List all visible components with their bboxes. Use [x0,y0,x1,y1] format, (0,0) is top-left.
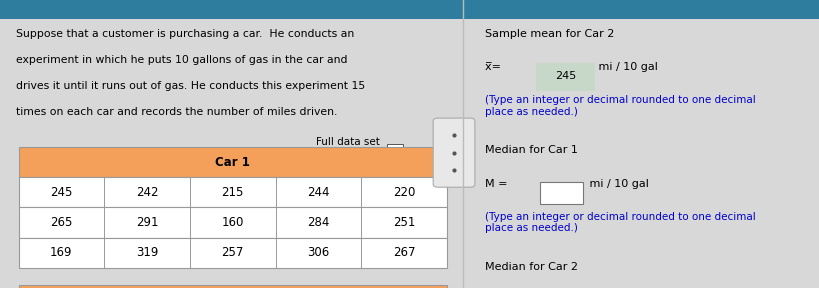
Text: 160: 160 [221,216,244,229]
FancyBboxPatch shape [536,63,595,91]
Text: 257: 257 [221,246,244,259]
Text: times on each car and records the number of miles driven.: times on each car and records the number… [16,107,337,117]
Text: Sample mean for Car 2: Sample mean for Car 2 [484,29,613,39]
Text: mi / 10 gal: mi / 10 gal [595,62,658,72]
Text: mi / 10 gal: mi / 10 gal [586,179,649,189]
Text: 251: 251 [392,216,415,229]
Text: experiment in which he puts 10 gallons of gas in the car and: experiment in which he puts 10 gallons o… [16,55,347,65]
FancyBboxPatch shape [432,118,474,187]
Text: 284: 284 [307,216,329,229]
Text: 267: 267 [392,246,415,259]
Text: 242: 242 [136,186,158,199]
Bar [19,207,446,238]
Bar [0,0,463,19]
Text: Car 1: Car 1 [215,156,250,168]
Text: drives it until it runs out of gas. He conducts this experiment 15: drives it until it runs out of gas. He c… [16,81,365,91]
Text: Median for Car 1: Median for Car 1 [484,145,577,156]
Text: M =: M = [484,179,510,189]
Text: 291: 291 [136,216,158,229]
Text: 215: 215 [221,186,244,199]
Text: Median for Car 2: Median for Car 2 [484,262,577,272]
Text: 244: 244 [307,186,329,199]
Text: 306: 306 [307,246,329,259]
Bar [387,144,403,157]
Text: 265: 265 [50,216,73,229]
Bar [540,182,582,204]
Text: 245: 245 [50,186,73,199]
Bar [19,238,446,268]
Text: (Type an integer or decimal rounded to one decimal
place as needed.): (Type an integer or decimal rounded to o… [484,212,754,233]
Text: (Type an integer or decimal rounded to one decimal
place as needed.): (Type an integer or decimal rounded to o… [484,95,754,117]
Text: 319: 319 [136,246,158,259]
Text: Suppose that a customer is purchasing a car.  He conducts an: Suppose that a customer is purchasing a … [16,29,354,39]
Bar [19,147,446,177]
Bar [19,285,446,288]
Text: x̅=: x̅= [484,62,504,72]
Text: 169: 169 [50,246,73,259]
Text: 245: 245 [554,71,576,81]
Bar [463,0,819,19]
Text: Full data set: Full data set [315,137,379,147]
Text: 220: 220 [392,186,415,199]
Bar [19,177,446,207]
